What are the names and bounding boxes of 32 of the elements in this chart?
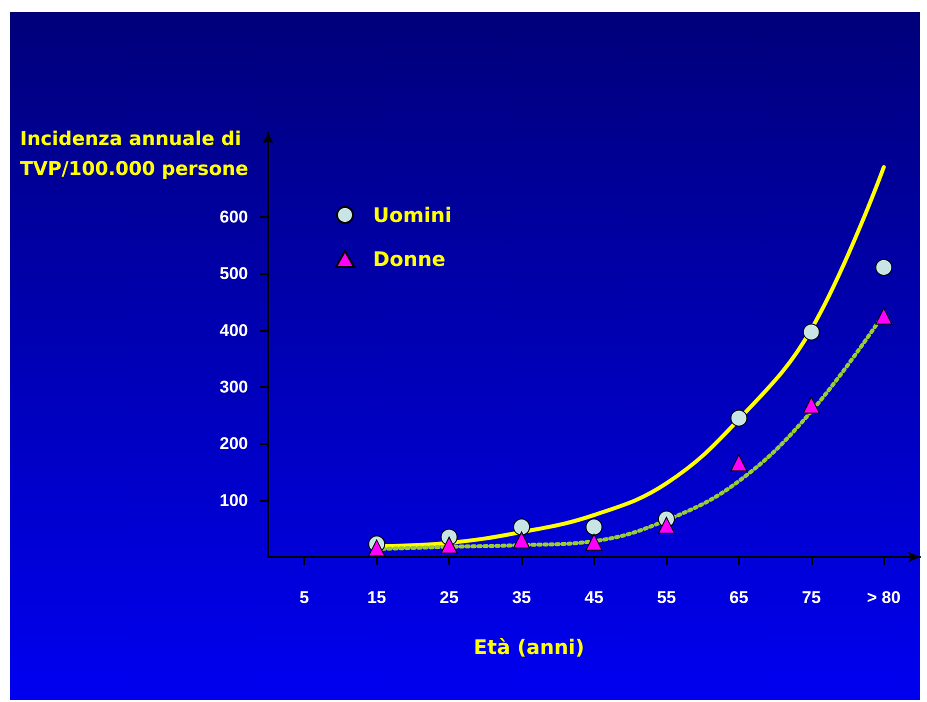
point bbox=[440, 536, 458, 554]
y-tick-label: 200 bbox=[220, 434, 248, 454]
x-tick-label: 45 bbox=[584, 588, 604, 607]
x-tick-label: 35 bbox=[512, 588, 532, 607]
x-axis-title: Età (anni) bbox=[474, 635, 584, 659]
point bbox=[875, 308, 892, 325]
legend-label: Donne bbox=[373, 247, 446, 271]
point bbox=[802, 396, 820, 414]
point bbox=[513, 532, 530, 548]
x-tick-label: > 80 bbox=[866, 588, 901, 607]
point bbox=[586, 518, 602, 536]
x-tick-label: 65 bbox=[729, 588, 748, 607]
point bbox=[875, 258, 892, 276]
point bbox=[730, 410, 748, 427]
point bbox=[658, 516, 675, 534]
point bbox=[513, 518, 530, 536]
legend-label: Uomini bbox=[373, 203, 452, 227]
x-tick-label: 55 bbox=[656, 588, 676, 607]
point bbox=[368, 539, 386, 556]
y-tick-label: 400 bbox=[220, 320, 248, 340]
point bbox=[586, 534, 602, 551]
y-axis-title: Incidenza annuale di TVP/100.000 persone bbox=[20, 128, 248, 180]
y-tick-label: 300 bbox=[220, 378, 248, 396]
x-tick-label: 5 bbox=[299, 588, 309, 607]
y-tick-label: 500 bbox=[220, 264, 248, 284]
x-tick-label: 75 bbox=[802, 588, 821, 607]
y-tick-label: 600 bbox=[220, 208, 248, 226]
x-tick-label: 25 bbox=[440, 588, 459, 607]
point bbox=[802, 324, 820, 341]
x-tick-label: 15 bbox=[367, 588, 386, 607]
y-tick-label: 100 bbox=[220, 490, 248, 510]
point bbox=[730, 454, 748, 472]
